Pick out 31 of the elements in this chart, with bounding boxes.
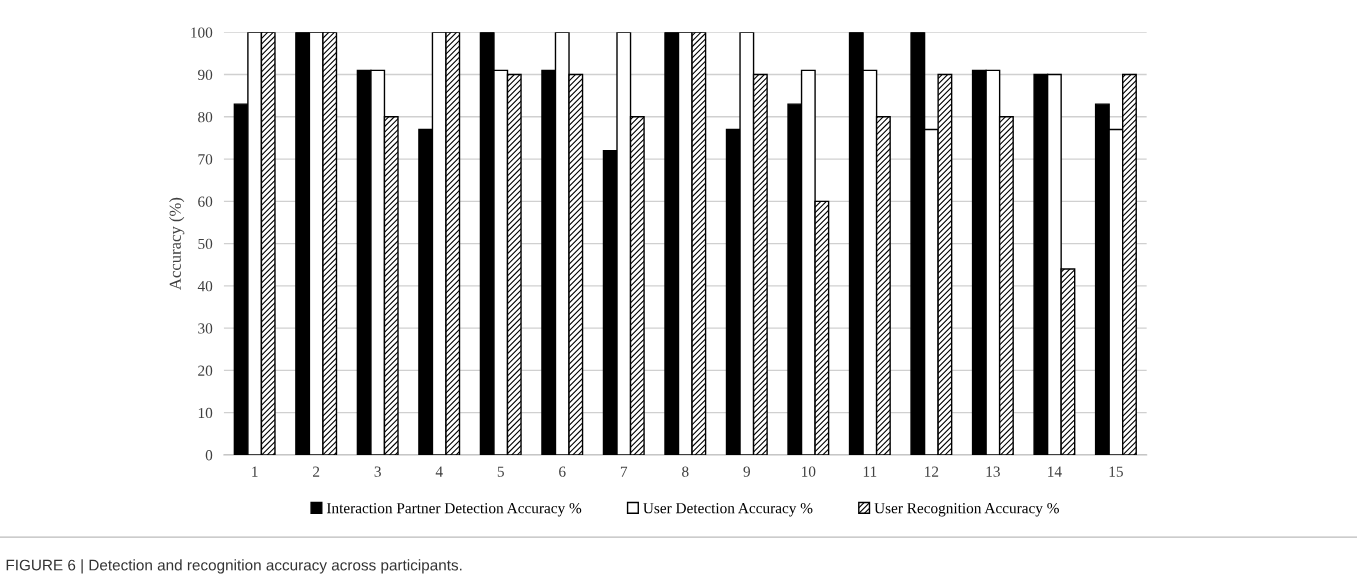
y-tick-label: 80 xyxy=(198,111,213,123)
x-tick-label: 9 xyxy=(743,466,750,477)
x-tick-label: 3 xyxy=(374,466,381,477)
y-tick-label: 10 xyxy=(198,407,213,419)
x-tick-label: 1 xyxy=(252,466,258,477)
y-tick-label: 100 xyxy=(191,27,213,38)
legend-label: User Detection Accuracy % xyxy=(643,503,813,517)
x-tick-label: 10 xyxy=(802,466,816,477)
x-tick-label: 2 xyxy=(313,466,320,477)
y-tick-label: 0 xyxy=(205,450,213,461)
legend-label: Interaction Partner Detection Accuracy % xyxy=(326,503,582,517)
y-tick-label: 70 xyxy=(198,154,213,165)
y-tick-label: 50 xyxy=(198,238,213,250)
x-tick-label: 15 xyxy=(1109,466,1123,477)
x-tick-label: 14 xyxy=(1048,466,1062,477)
x-tick-label: 4 xyxy=(435,466,443,477)
y-tick-label: 20 xyxy=(198,365,213,376)
x-tick-label: 5 xyxy=(497,466,504,477)
x-tick-label: 8 xyxy=(682,466,689,477)
y-tick-label: 30 xyxy=(198,323,213,334)
caption: FIGURE 6 | Detection and recognition accuracy across participants. xyxy=(6,559,462,574)
y-tick-label: 40 xyxy=(197,281,213,292)
x-tick-label: 12 xyxy=(925,466,939,477)
y-axis-title: Accuracy (%) xyxy=(169,197,185,290)
x-tick-label: 13 xyxy=(986,466,1000,477)
legend-label: User Recognition Accuracy % xyxy=(874,503,1059,517)
y-tick-label: 60 xyxy=(198,196,213,207)
y-tick-label: 90 xyxy=(198,69,213,80)
x-tick-label: 11 xyxy=(863,466,877,477)
x-tick-label: 7 xyxy=(620,466,628,477)
x-tick-label: 6 xyxy=(559,466,566,477)
